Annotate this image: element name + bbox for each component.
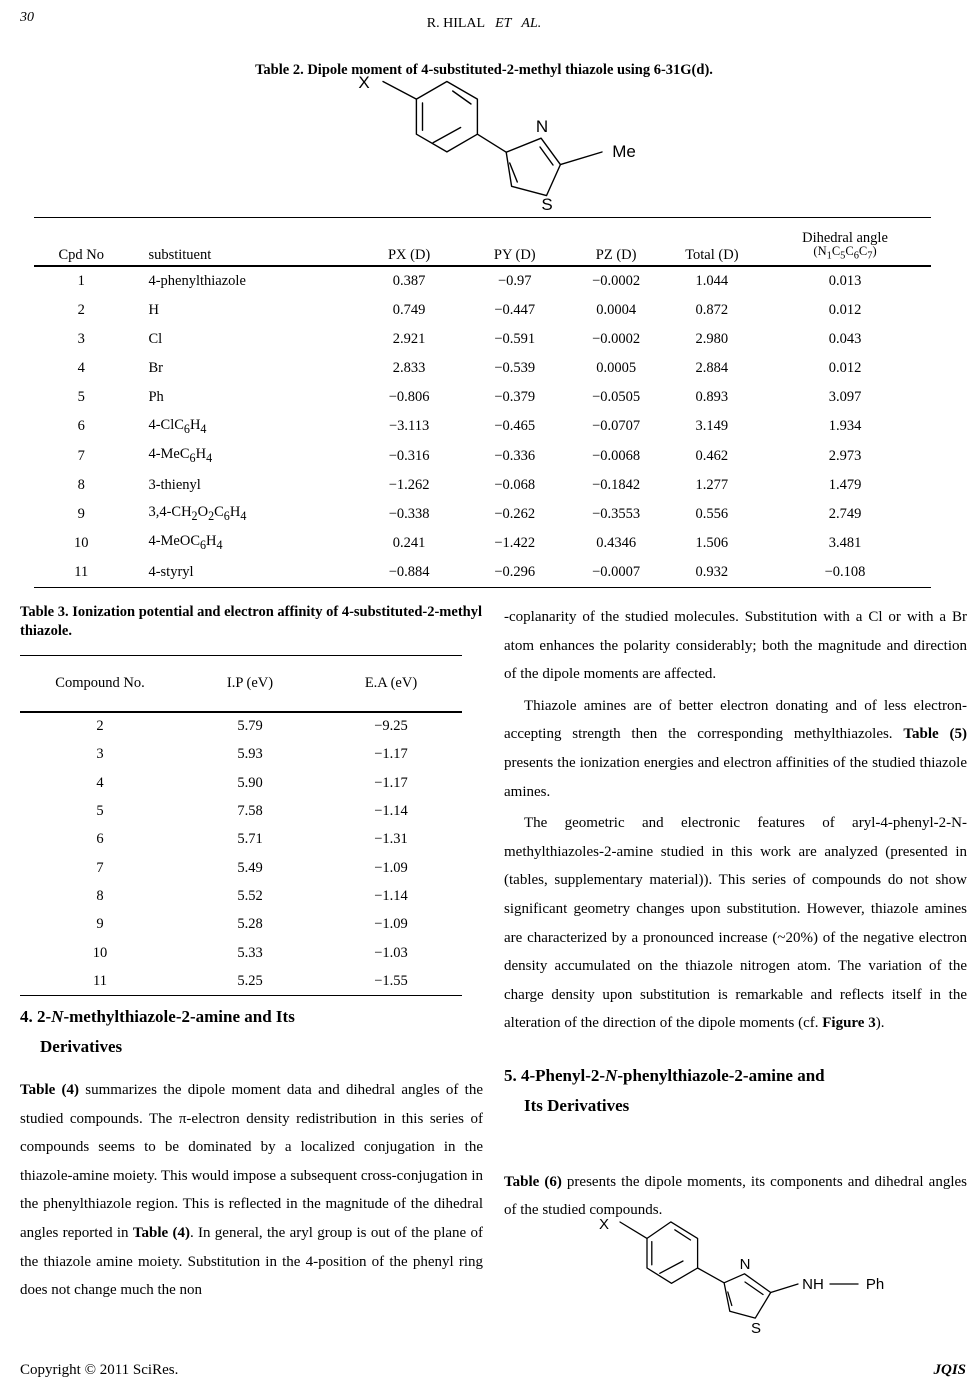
svg-text:Me: Me (612, 142, 636, 161)
svg-text:N: N (740, 1256, 751, 1273)
svg-text:Ph: Ph (866, 1276, 884, 1293)
svg-text:N: N (536, 117, 548, 136)
svg-text:S: S (751, 1320, 761, 1337)
svg-text:S: S (541, 195, 552, 214)
svg-text:NH: NH (802, 1276, 824, 1293)
svg-text:X: X (358, 73, 369, 92)
